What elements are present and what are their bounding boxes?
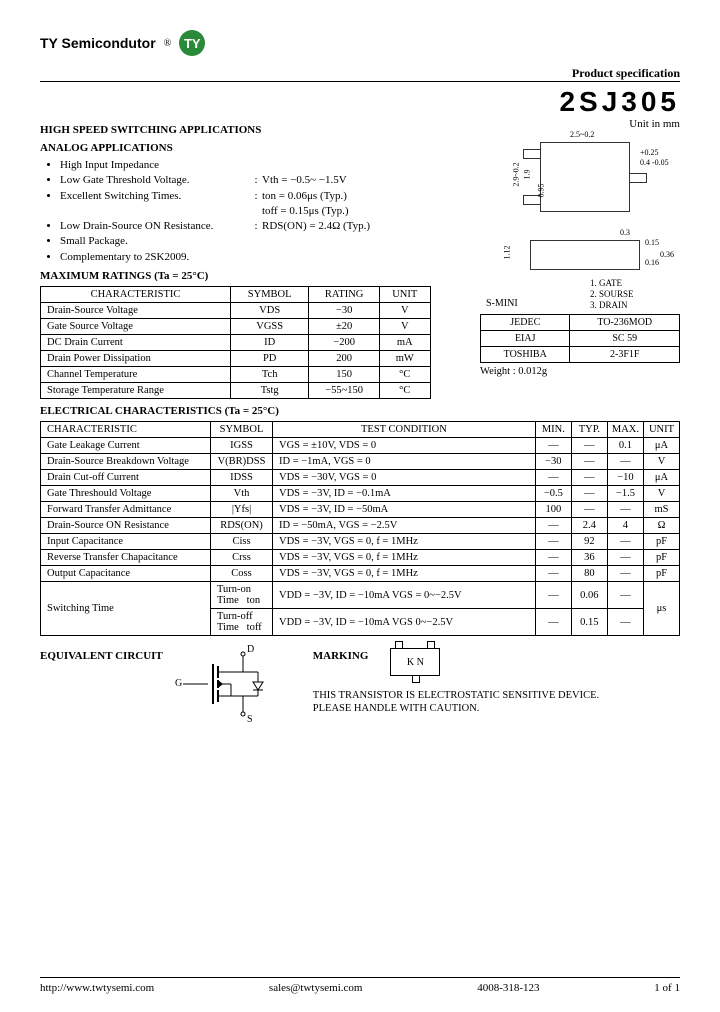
table-row: Input CapacitanceCissVDS = −3V, VGS = 0,… (41, 534, 680, 550)
dim-label: 0.15 (645, 238, 659, 247)
table-row: Output CapacitanceCossVDS = −3V, VGS = 0… (41, 566, 680, 582)
max-ratings-title: MAXIMUM RATINGS (Ta = 25°C) (40, 270, 460, 282)
terminal-d: D (247, 644, 254, 655)
table-row: Drain Cut-off CurrentIDSSVDS = −30V, VGS… (41, 470, 680, 486)
logo-icon: TY (179, 30, 205, 56)
footer-page: 1 of 1 (654, 982, 680, 994)
table-row: Switching TimeTurn-on Time tonVDD = −3V,… (41, 582, 680, 609)
terminal-s: S (247, 714, 253, 724)
lead-icon (412, 675, 420, 683)
table-row: CHARACTERISTIC SYMBOL RATING UNIT (41, 287, 431, 303)
equiv-title: EQUIVALENT CIRCUIT (40, 650, 163, 662)
dim-label: 0.95 (537, 184, 546, 198)
table-row: Channel TemperatureTch150°C (41, 367, 431, 383)
col-header: MAX. (607, 422, 643, 438)
terminal-g: G (175, 678, 182, 689)
package-side-view (530, 240, 640, 270)
table-row: Drain-Source VoltageVDS−30V (41, 303, 431, 319)
product-spec-label: Product specification (40, 66, 680, 82)
registered-mark: ® (164, 38, 172, 49)
package-top-view (540, 142, 630, 212)
table-row: TOSHIBA2-3F1F (481, 347, 680, 363)
company-name: TY Semicondutor (40, 35, 156, 51)
marking-box: K N (390, 648, 440, 676)
package-drawing: 2.5~0.2 2.9~0.2 1.9 0.95 +0.25 0.4 -0.05… (480, 130, 680, 310)
feature-item: Complementary to 2SK2009. (60, 250, 460, 264)
table-row: Gate Threshould VoltageVthVDS = −3V, ID … (41, 486, 680, 502)
col-header: MIN. (535, 422, 571, 438)
table-row: JEDECTO-236MOD (481, 315, 680, 331)
table-row: DC Drain CurrentID−200mA (41, 335, 431, 351)
pad-icon (629, 173, 647, 183)
footer-email: sales@twtysemi.com (269, 982, 363, 994)
feature-item: High Input Impedance (60, 158, 460, 172)
feature-item: Low Gate Threshold Voltage.:Vth = −0.5~ … (60, 173, 460, 187)
max-ratings-table: CHARACTERISTIC SYMBOL RATING UNIT Drain-… (40, 286, 431, 399)
footer-phone: 4008-318-123 (477, 982, 539, 994)
col-header: TEST CONDITION (273, 422, 536, 438)
lead-icon (427, 641, 435, 649)
table-row: Storage Temperature RangeTstg−55~150°C (41, 383, 431, 399)
unit-note: Unit in mm (480, 118, 680, 130)
esd-warning: THIS TRANSISTOR IS ELECTROSTATIC SENSITI… (313, 690, 680, 715)
lead-icon (395, 641, 403, 649)
circuit-diagram-icon: G D S (173, 644, 283, 724)
package-name: S-MINI (486, 298, 518, 309)
feature-item: Small Package. (60, 234, 460, 248)
dim-label: +0.25 (640, 148, 659, 157)
col-header: TYP. (571, 422, 607, 438)
dim-label: 2.5~0.2 (570, 130, 594, 139)
feature-item: toff = 0.15μs (Typ.) (60, 204, 460, 218)
table-row: CHARACTERISTIC SYMBOL TEST CONDITION MIN… (41, 422, 680, 438)
table-row: Reverse Transfer ChapacitanceCrssVDS = −… (41, 550, 680, 566)
table-row: Drain Power DissipationPD200mW (41, 351, 431, 367)
table-row: Gate Source VoltageVGSS±20V (41, 319, 431, 335)
header-bar: TY Semicondutor ® TY (40, 30, 680, 56)
dim-label: 2.9~0.2 (512, 162, 521, 186)
elec-title: ELECTRICAL CHARACTERISTICS (Ta = 25°C) (40, 405, 680, 417)
table-row: Drain-Source ON ResistanceRDS(ON)ID = −5… (41, 518, 680, 534)
col-header: CHARACTERISTIC (41, 422, 211, 438)
dim-label: 0.4 -0.05 (640, 158, 669, 167)
col-header: UNIT (379, 287, 430, 303)
col-header: SYMBOL (230, 287, 308, 303)
elec-char-table: CHARACTERISTIC SYMBOL TEST CONDITION MIN… (40, 421, 680, 636)
footer: http://www.twtysemi.com sales@twtysemi.c… (40, 977, 680, 994)
feature-list: High Input Impedance Low Gate Threshold … (40, 158, 460, 264)
dim-label: 0.3 (620, 228, 630, 237)
col-header: RATING (309, 287, 380, 303)
dim-label: 1.12 (503, 246, 512, 260)
app-line1: HIGH SPEED SWITCHING APPLICATIONS (40, 124, 460, 136)
marking-title: MARKING (313, 650, 369, 662)
equiv-circuit-block: EQUIVALENT CIRCUIT G D S (40, 644, 283, 724)
app-line2: ANALOG APPLICATIONS (40, 142, 460, 154)
footer-url: http://www.twtysemi.com (40, 982, 154, 994)
table-row: Forward Transfer Admittance|Yfs|VDS = −3… (41, 502, 680, 518)
package-std-table: JEDECTO-236MODEIAJSC 59TOSHIBA2-3F1F (480, 314, 680, 363)
feature-item: Excellent Switching Times.:ton = 0.06μs … (60, 189, 460, 203)
dim-label: 0.36 (660, 250, 674, 259)
col-header: CHARACTERISTIC (41, 287, 231, 303)
table-row: Drain-Source Breakdown VoltageV(BR)DSSID… (41, 454, 680, 470)
weight-label: Weight : 0.012g (480, 366, 680, 377)
dim-label: 1.9 (523, 170, 532, 180)
pin-legend: 1. GATE 2. SOURSE 3. DRAIN (590, 278, 634, 310)
part-number: 2SJ305 (40, 86, 680, 118)
col-header: SYMBOL (211, 422, 273, 438)
table-row: EIAJSC 59 (481, 331, 680, 347)
pad-icon (523, 149, 541, 159)
feature-item: Low Drain-Source ON Resistance.:RDS(ON) … (60, 219, 460, 233)
col-header: UNIT (644, 422, 680, 438)
table-row: Gate Leakage CurrentIGSSVGS = ±10V, VDS … (41, 438, 680, 454)
dim-label: 0.16 (645, 258, 659, 267)
